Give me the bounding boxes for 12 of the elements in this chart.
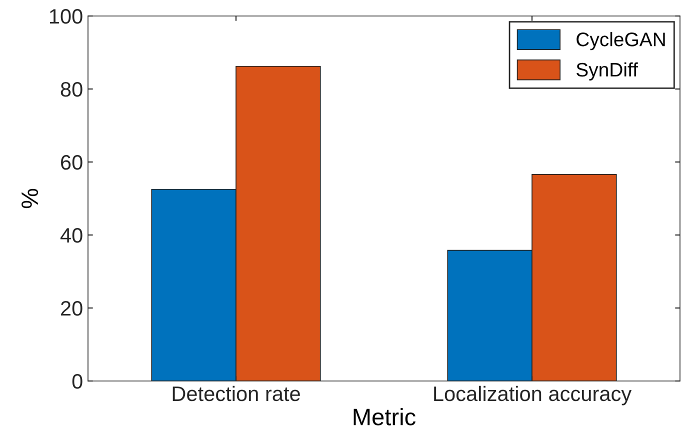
y-tick-label: 80 [60, 82, 82, 97]
y-tick-label: 40 [60, 228, 82, 243]
y-tick-label: 100 [50, 9, 82, 24]
x-tick-label: Detection rate [172, 386, 300, 402]
y-tick-label: 60 [61, 155, 82, 170]
x-tick-label: Localization accuracy [434, 386, 632, 406]
y-tick-label: 0 [72, 374, 82, 389]
legend-label: SynDiff [576, 62, 638, 80]
legend-label: CycleGAN [576, 32, 665, 50]
y-tick-label: 20 [61, 301, 82, 316]
y-axis-title: % [22, 188, 38, 208]
x-axis-title: Metric [354, 408, 416, 426]
